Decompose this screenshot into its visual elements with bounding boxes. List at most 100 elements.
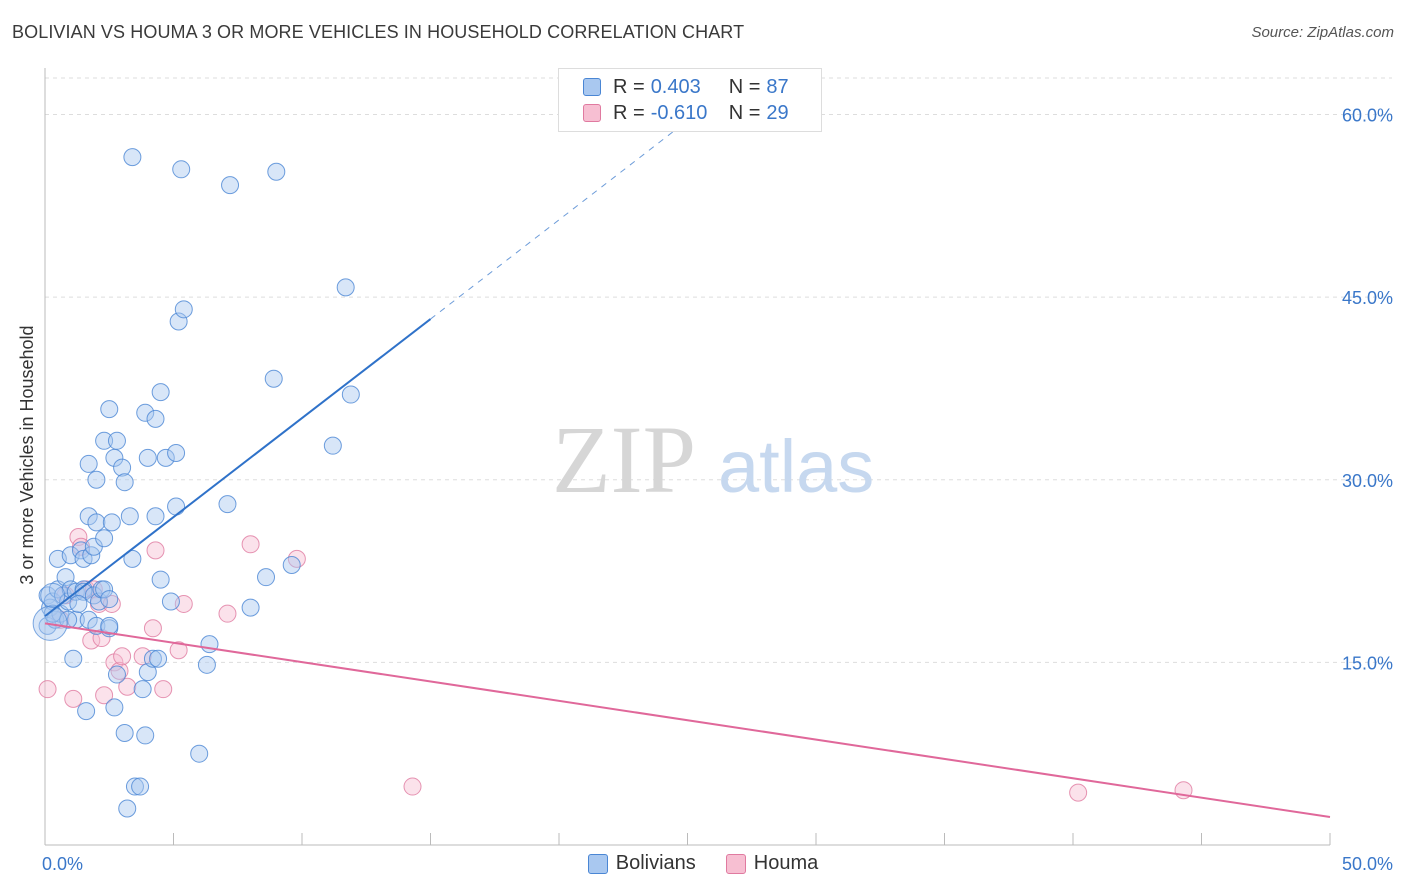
correlation-legend: R = 0.403 N = 87 R = -0.610 N = 29 [558, 68, 822, 132]
bolivians-point [87, 470, 106, 489]
bolivians-point [267, 162, 286, 181]
bolivians-point [113, 458, 132, 477]
houma-trend-line [44, 622, 1331, 818]
houma-point [169, 641, 188, 660]
houma-point [64, 689, 83, 708]
houma-point [143, 619, 162, 638]
bolivians-point [105, 698, 124, 717]
bolivians-point [146, 409, 165, 428]
bolivians-point [100, 616, 119, 635]
gridlines [45, 77, 1392, 663]
bolivians-point [138, 448, 157, 467]
y-tick-label: 30.0% [1342, 471, 1393, 491]
legend-item-bolivians[interactable]: Bolivians [587, 852, 696, 875]
bolivians-point [151, 383, 170, 402]
bolivians-point [218, 495, 237, 514]
houma-point [287, 549, 306, 568]
bolivians-point [77, 702, 96, 721]
bolivians-point [125, 777, 144, 796]
x-tick-label: 0.0% [42, 854, 83, 874]
watermark: ZIP atlas [552, 406, 874, 513]
houma-point [38, 680, 57, 699]
houma-point [146, 541, 165, 560]
bolivians-point [95, 431, 114, 450]
houma-point [241, 535, 260, 554]
bolivians-point [102, 513, 121, 532]
bolivians-point [323, 436, 342, 455]
bolivians-point [336, 278, 355, 297]
y-tick-label: 60.0% [1342, 106, 1393, 126]
bolivians-points [32, 148, 360, 818]
bolivians-point [282, 555, 301, 574]
source-credit: Source: ZipAtlas.com [1251, 24, 1394, 41]
bolivians-point [197, 655, 216, 674]
bolivians-point [169, 312, 188, 331]
bolivians-point [118, 799, 137, 818]
bolivians-point [143, 649, 162, 668]
x-tick-label: 50.0% [1342, 854, 1393, 874]
series-legend: Bolivians Houma [0, 852, 1406, 875]
houma-point [403, 777, 422, 796]
bolivians-trend-line [44, 318, 432, 617]
bolivians-point [257, 568, 276, 587]
watermark-zip: ZIP [552, 406, 696, 513]
bolivians-point [131, 777, 150, 796]
houma-n-value: 29 [766, 101, 789, 124]
bolivians-point [136, 726, 155, 745]
bolivians-point [190, 744, 209, 763]
n-label: N = [728, 75, 761, 98]
bolivians-legend-label: Bolivians [615, 852, 696, 874]
houma-point [113, 647, 132, 666]
houma-point [118, 677, 137, 696]
bolivians-point [133, 680, 152, 699]
bolivians-point [56, 568, 75, 587]
chart-title: BOLIVIAN VS HOUMA 3 OR MORE VEHICLES IN … [12, 22, 745, 42]
bolivians-point [241, 598, 260, 617]
bolivians-point [149, 649, 168, 668]
watermark-atlas: atlas [718, 425, 874, 508]
bolivians-point [100, 400, 119, 419]
bolivians-point [136, 403, 155, 422]
n-label: N = [728, 101, 761, 124]
bolivians-trend-extension [430, 120, 688, 320]
tick-labels: 15.0% 30.0% 45.0% 60.0% 0.0% 50.0% [42, 106, 1393, 874]
legend-item-houma[interactable]: Houma [725, 852, 819, 875]
bolivians-point [221, 176, 240, 195]
legend-row-houma: R = -0.610 N = 29 [583, 100, 789, 126]
bolivians-point [172, 160, 191, 179]
y-axis-label: 3 or more Vehicles in Household [17, 325, 37, 584]
bolivians-point [167, 443, 186, 462]
bolivians-point [156, 448, 175, 467]
bolivians-point [341, 385, 360, 404]
houma-r-value: -0.610 [650, 101, 708, 124]
houma-point [218, 604, 237, 623]
y-tick-label: 45.0% [1342, 288, 1393, 308]
bolivians-r-value: 0.403 [650, 75, 701, 98]
bolivians-point [95, 529, 114, 548]
bolivians-point [123, 549, 142, 568]
bolivians-point [151, 570, 170, 589]
bolivians-point [87, 513, 106, 532]
bolivians-point [59, 610, 78, 629]
trend-lines [44, 120, 1331, 818]
bolivians-point [123, 148, 142, 167]
r-label: R = [613, 101, 645, 124]
bolivians-legend-swatch [587, 853, 608, 874]
houma-point [154, 680, 173, 699]
bolivians-point [138, 663, 157, 682]
bolivians-swatch [583, 78, 601, 96]
r-label: R = [613, 75, 645, 98]
bolivians-point [69, 594, 88, 613]
bolivians-point [64, 649, 83, 668]
bolivians-point [79, 454, 98, 473]
bolivians-point-large [40, 582, 66, 608]
bolivians-point [107, 431, 126, 450]
bolivians-point [100, 590, 119, 609]
legend-row-bolivians: R = 0.403 N = 87 [583, 74, 789, 100]
houma-point [95, 686, 114, 705]
houma-legend-label: Houma [753, 852, 819, 874]
bolivians-point [107, 665, 126, 684]
bolivians-point [120, 507, 139, 526]
bolivians-point [146, 507, 165, 526]
bolivians-point [115, 473, 134, 492]
